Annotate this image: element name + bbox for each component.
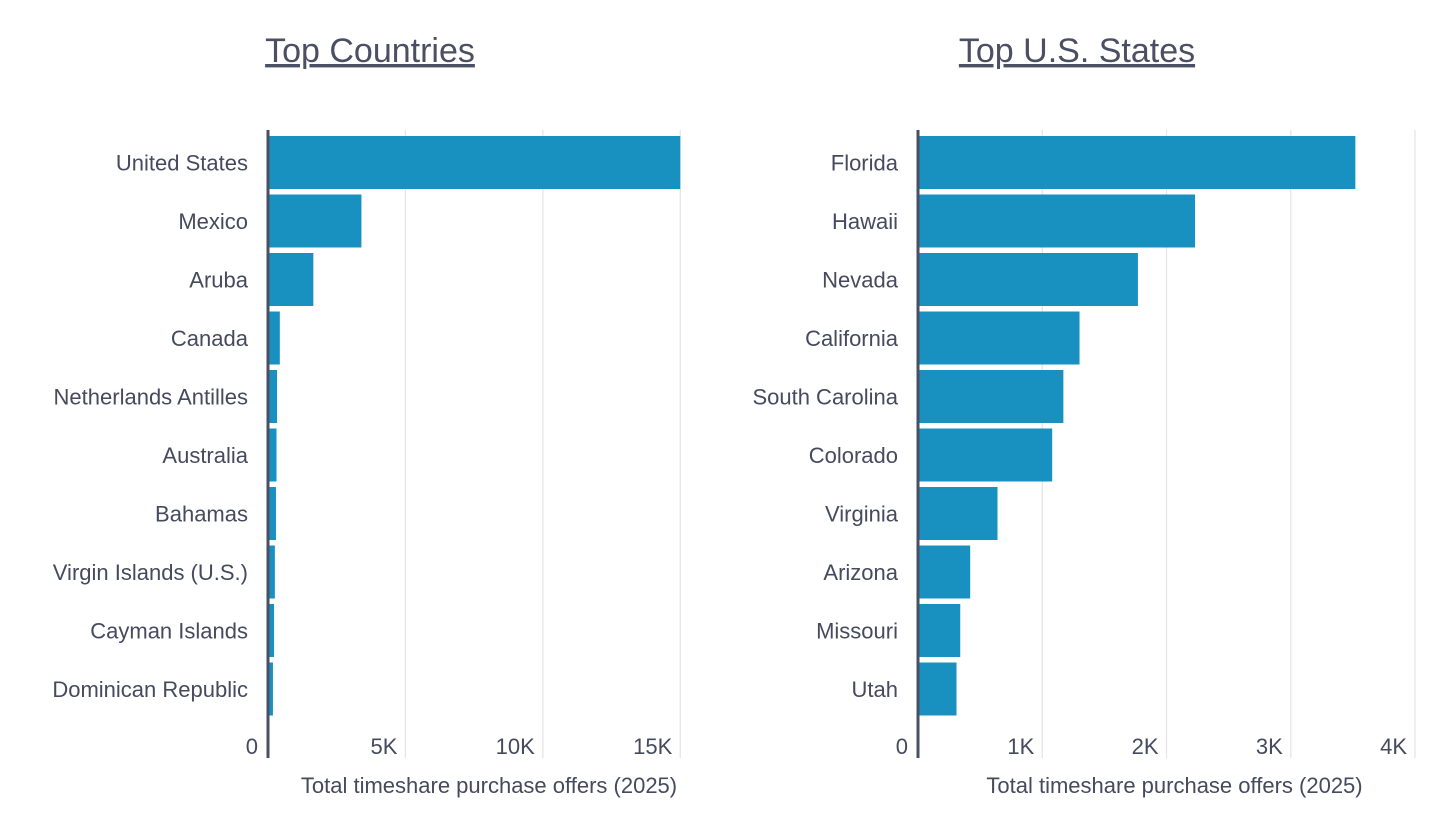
category-label: Virginia <box>825 502 899 527</box>
bar <box>918 545 971 599</box>
category-label: Arizona <box>823 560 898 585</box>
bar <box>268 311 280 365</box>
chart-panel-countries: Top Countries United States Mexico Aruba Can… <box>52 32 681 798</box>
bar <box>918 136 1356 189</box>
x-tick-label: 4K <box>1380 734 1407 759</box>
bar <box>918 662 957 716</box>
category-label: Missouri <box>816 619 898 644</box>
x-tick-label: 2K <box>1132 734 1159 759</box>
category-label: Mexico <box>178 209 248 234</box>
bar <box>918 604 961 657</box>
category-label: Aruba <box>189 268 248 293</box>
bar <box>268 136 681 189</box>
bar <box>268 194 362 248</box>
category-label: California <box>805 326 899 351</box>
x-axis-label: Total timeshare purchase offers (2025) <box>986 773 1362 798</box>
bar <box>918 370 1064 423</box>
x-tick-label: 0 <box>896 734 908 759</box>
bar <box>268 662 273 716</box>
bar <box>268 487 276 540</box>
x-tick-label: 10K <box>496 734 535 759</box>
x-tick-label: 3K <box>1256 734 1283 759</box>
bar <box>918 487 998 540</box>
category-label: Colorado <box>809 443 898 468</box>
category-label: United States <box>116 151 248 176</box>
category-label: Netherlands Antilles <box>54 385 248 410</box>
bar <box>268 370 278 423</box>
category-label: Australia <box>162 443 248 468</box>
bar <box>268 428 277 482</box>
bar <box>918 253 1138 306</box>
bar <box>918 194 1196 248</box>
category-label: Cayman Islands <box>90 619 248 644</box>
x-tick-label: 5K <box>370 734 397 759</box>
category-label: Hawaii <box>832 209 898 234</box>
chart-panel-states: Top U.S. States Florida Hawaii Nevada Califo… <box>752 32 1416 798</box>
category-label: Dominican Republic <box>52 677 248 702</box>
category-label: South Carolina <box>752 385 898 410</box>
category-label: Florida <box>831 151 899 176</box>
x-tick-label: 1K <box>1007 734 1034 759</box>
chart-title: Top U.S. States <box>959 32 1195 70</box>
x-tick-label: 0 <box>246 734 258 759</box>
bar <box>268 545 275 599</box>
chart-title: Top Countries <box>265 32 475 70</box>
x-tick-label: 15K <box>633 734 672 759</box>
x-axis-label: Total timeshare purchase offers (2025) <box>301 773 677 798</box>
category-label: Canada <box>171 326 249 351</box>
bar <box>268 604 275 657</box>
category-label: Virgin Islands (U.S.) <box>53 560 248 585</box>
category-label: Bahamas <box>155 502 248 527</box>
bar <box>918 428 1053 482</box>
category-label: Utah <box>852 677 898 702</box>
category-label: Nevada <box>822 268 899 293</box>
bar <box>918 311 1080 365</box>
bar <box>268 253 314 306</box>
